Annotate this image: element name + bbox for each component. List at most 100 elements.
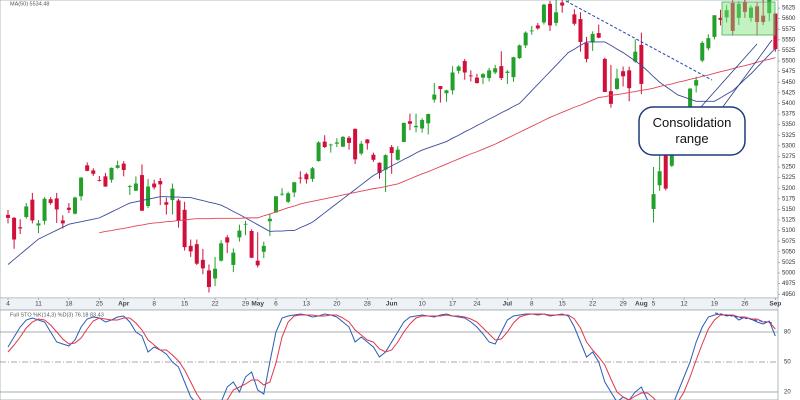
candle-body [365, 139, 370, 144]
candle-body [109, 167, 114, 180]
candle-body [334, 142, 339, 144]
y-tick-label: 5225 [782, 175, 796, 181]
candle-body [432, 94, 437, 100]
y-tick-label: 5625 [782, 6, 796, 12]
candle-body [164, 202, 169, 205]
candle-body [700, 42, 705, 61]
candle-body [523, 32, 528, 46]
candle-body [12, 217, 17, 240]
y-tick-label: 5550 [782, 37, 796, 43]
y-tick-label: 5300 [782, 143, 796, 149]
y-tick-label: 4950 [782, 292, 796, 298]
candle-body [742, 2, 747, 12]
candle-body [602, 58, 607, 92]
candle-body [48, 199, 53, 204]
candle-body [505, 71, 510, 73]
candle-body [730, 2, 735, 31]
candle-body [328, 144, 333, 146]
candle-body [724, 10, 729, 18]
moving-average [7, 41, 776, 265]
trend-line [565, 0, 713, 81]
y-tick-label: 50 [784, 360, 791, 366]
candle-body [596, 33, 601, 38]
oscillator-panel [0, 309, 779, 400]
candle-body [377, 162, 382, 173]
candle-body [462, 61, 467, 73]
candle-body [243, 223, 248, 225]
x-tick-label: 4 [6, 301, 10, 308]
candle-body [206, 270, 211, 287]
x-tick-label: 25 [96, 301, 104, 308]
candle-body [651, 194, 656, 209]
x-tick-label: Sep [769, 301, 781, 308]
y-tick-label: 5525 [782, 48, 796, 54]
x-tick-label: 22 [211, 301, 219, 308]
callout-text: Consolidation range [652, 115, 732, 146]
candle-body [694, 80, 699, 86]
candle-body [72, 197, 77, 214]
candle-body [414, 125, 419, 128]
candle-body [748, 7, 753, 18]
y-tick-label: 5350 [782, 122, 796, 128]
candle-body [280, 193, 285, 195]
y-tick-label: 5125 [782, 218, 796, 224]
candle-body [231, 252, 236, 265]
candle-body [481, 74, 486, 78]
candle-body [292, 182, 297, 193]
candle-body [718, 17, 723, 20]
x-tick-label: 11 [35, 301, 42, 308]
candle-body [255, 260, 260, 266]
x-tick-label: 22 [589, 301, 597, 308]
candle-body [761, 15, 766, 23]
candle-body [188, 245, 193, 252]
candle-body [755, 6, 760, 23]
candle-body [499, 66, 504, 78]
candle-body [24, 206, 29, 218]
candle-body [688, 88, 693, 114]
candle-body [97, 180, 102, 181]
sto-header: Full STO %K(14,3) %D(3) 76.18 83.43 [10, 312, 104, 318]
candle-body [450, 72, 455, 91]
x-tick-label: 17 [449, 301, 457, 308]
candle-body [91, 170, 96, 174]
candle-body [152, 183, 157, 188]
x-tick-label: 12 [680, 301, 688, 308]
x-tick-label: 26 [741, 301, 749, 308]
candles [6, 0, 778, 293]
candle-body [590, 33, 595, 43]
candle-body [85, 165, 90, 171]
candle-body [621, 71, 626, 77]
candle-body [529, 30, 534, 32]
x-tick-label: 6 [274, 301, 278, 308]
candle-body [736, 3, 741, 18]
candle-body [54, 198, 59, 210]
candle-body [407, 121, 412, 124]
y-tick-label: 80 [784, 330, 791, 336]
x-tick-label: Aug [635, 301, 648, 308]
candle-body [219, 243, 224, 261]
candle-body [146, 186, 151, 207]
x-tick-label: 5 [652, 301, 656, 308]
moving-average [99, 57, 776, 234]
y-tick-label: 5400 [782, 101, 796, 107]
y-tick-label: 5200 [782, 186, 796, 192]
candle-body [389, 147, 394, 154]
candle-body [560, 2, 565, 6]
y-tick-label: 5450 [782, 80, 796, 86]
y-tick-label: 5050 [782, 249, 796, 255]
y-tick-label: 5100 [782, 228, 796, 234]
candle-body [267, 218, 272, 222]
candle-body [395, 149, 400, 160]
stochastic-line [7, 313, 776, 400]
callout-box [638, 106, 746, 156]
candle-body [383, 155, 388, 170]
x-tick-label: 15 [181, 301, 189, 308]
x-tick-label: 8 [152, 301, 156, 308]
y-tick-label: 4975 [782, 281, 796, 287]
ma-header: MA(50) 5534.48 [10, 1, 49, 7]
candle-body [121, 163, 126, 170]
candle-body [487, 70, 492, 78]
candle-body [706, 38, 711, 49]
